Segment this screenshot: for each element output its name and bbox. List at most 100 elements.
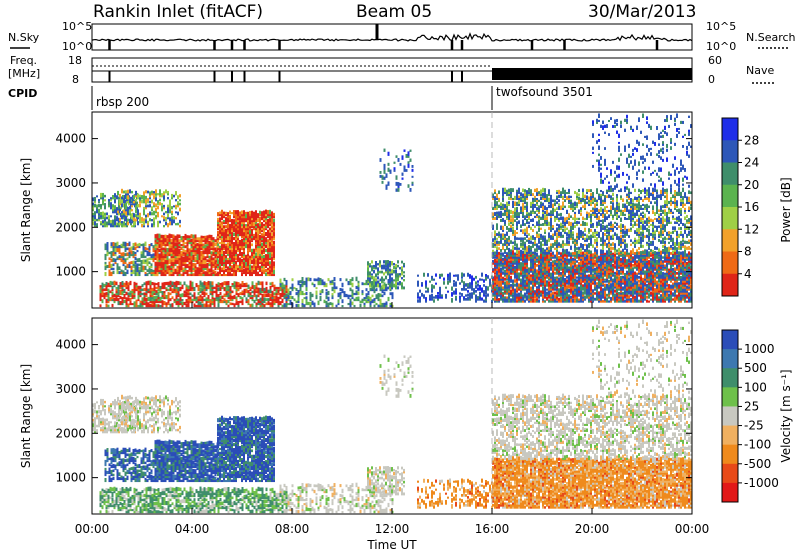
power-cell <box>546 282 548 287</box>
power-cell <box>146 250 149 255</box>
power-cell <box>385 262 387 266</box>
power-cell <box>558 273 560 277</box>
power-cell <box>225 217 227 221</box>
power-cell <box>127 283 130 288</box>
power-cell <box>255 302 258 306</box>
power-cell <box>255 239 257 243</box>
power-cell <box>387 279 390 284</box>
power-cell <box>221 236 223 241</box>
power-cell <box>249 261 251 265</box>
power-cell <box>522 281 524 285</box>
power-cell <box>381 180 384 184</box>
power-cell <box>273 240 275 245</box>
power-cell <box>141 195 143 200</box>
power-cell <box>227 239 229 243</box>
power-cell <box>506 283 508 287</box>
power-cell <box>108 269 111 273</box>
power-cell <box>204 259 207 263</box>
power-cell <box>163 282 166 286</box>
power-cell <box>170 254 173 259</box>
power-cell <box>506 287 508 291</box>
power-cell <box>206 262 209 267</box>
power-cell <box>239 247 241 251</box>
power-cell <box>204 249 207 253</box>
power-cell <box>175 204 177 208</box>
power-cell <box>219 219 221 223</box>
power-cell <box>632 256 634 259</box>
power-cell <box>184 233 187 239</box>
power-cell <box>225 291 228 296</box>
power-cell <box>229 251 231 255</box>
power-cell <box>167 210 169 214</box>
power-cell <box>120 258 123 263</box>
power-cell <box>141 284 144 288</box>
power-cell <box>269 223 271 227</box>
power-cell <box>255 215 257 219</box>
power-cell <box>227 249 229 253</box>
power-cell <box>640 300 642 303</box>
power-cell <box>194 250 197 255</box>
power-cell <box>221 226 223 231</box>
power-cell <box>536 273 538 277</box>
power-cell <box>225 299 228 304</box>
power-cell <box>269 269 271 273</box>
power-cell <box>192 266 195 271</box>
power-cell <box>498 267 500 271</box>
power-cell <box>145 294 148 298</box>
power-cell <box>582 260 584 265</box>
power-cell <box>504 298 506 303</box>
power-cell <box>339 294 342 298</box>
power-cell <box>151 225 153 228</box>
power-cell <box>239 244 241 249</box>
power-cell <box>145 214 147 218</box>
power-cell <box>217 271 219 275</box>
power-cell <box>92 204 94 208</box>
power-cell <box>339 287 342 292</box>
power-cell <box>524 292 526 295</box>
power-cell <box>271 248 273 253</box>
power-cell <box>229 287 232 292</box>
power-cell <box>389 302 392 306</box>
power-cell <box>99 292 102 296</box>
power-cell <box>263 235 265 239</box>
power-cell <box>586 258 588 261</box>
power-cell <box>110 206 112 210</box>
power-cell <box>604 252 606 255</box>
power-cell <box>399 182 402 186</box>
power-cell <box>590 291 592 295</box>
power-cell <box>150 273 153 277</box>
power-cell <box>568 268 570 271</box>
power-cell <box>223 263 225 267</box>
power-cell <box>155 196 157 200</box>
power-cell <box>487 286 489 289</box>
power-cell <box>383 266 385 270</box>
power-cell <box>177 292 180 298</box>
power-cell <box>528 293 530 297</box>
power-cell <box>165 281 168 286</box>
power-cell <box>439 286 441 291</box>
power-cell <box>542 279 544 283</box>
power-cell <box>117 291 120 294</box>
power-cell <box>197 288 200 292</box>
power-cell <box>247 263 249 267</box>
power-cell <box>301 276 304 282</box>
power-cell <box>99 288 102 294</box>
power-cell <box>498 277 500 281</box>
power-cell <box>235 225 237 229</box>
power-cell <box>143 296 146 302</box>
power-cell <box>225 301 228 306</box>
power-cell <box>395 269 397 274</box>
power-cell <box>133 301 136 306</box>
power-cell <box>241 298 244 304</box>
power-cell <box>239 224 241 229</box>
power-cell <box>247 299 250 304</box>
power-cell <box>578 292 580 297</box>
power-cell <box>263 287 266 292</box>
power-cell <box>210 242 213 245</box>
power-cell <box>150 243 153 247</box>
power-cell <box>180 269 183 273</box>
power-cell <box>343 291 346 296</box>
power-cell <box>164 236 167 241</box>
power-cell <box>186 255 189 259</box>
power-cell <box>160 248 163 253</box>
